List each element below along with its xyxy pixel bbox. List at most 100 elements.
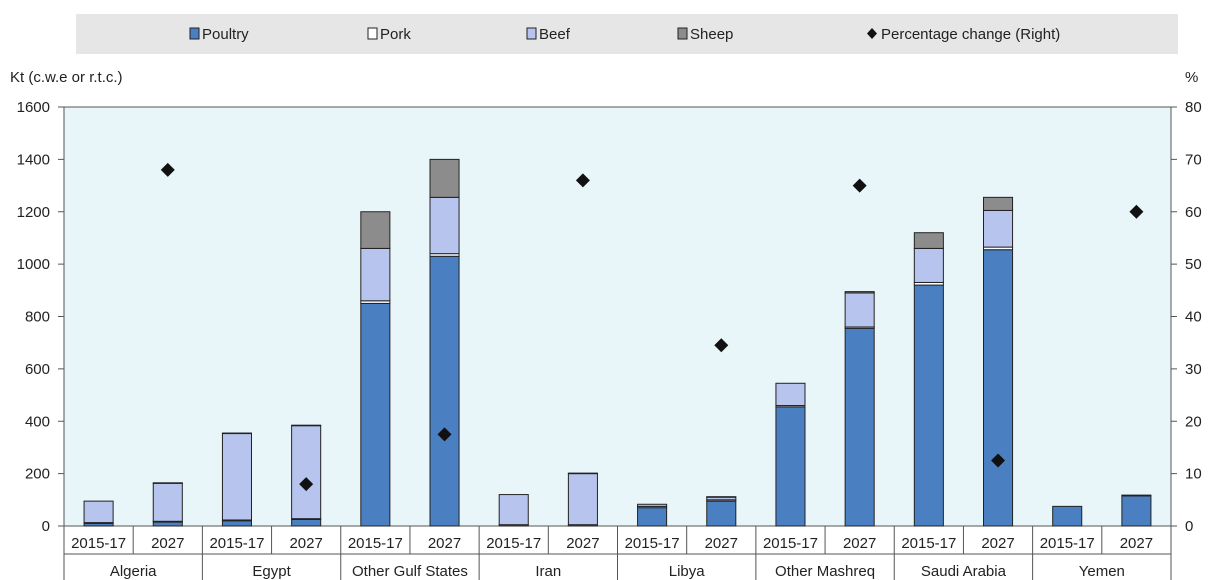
legend: Poultry Pork Beef Sheep Percentage change (R… — [189, 26, 1060, 43]
legend-label-pork: Pork — [380, 26, 411, 43]
bar-segment-poultry — [775, 406, 806, 527]
percentage-diamond — [714, 338, 729, 353]
bar-segment-beef — [360, 247, 391, 302]
right-tick-label: 10 — [1185, 466, 1202, 483]
legend-swatch-sheep — [677, 27, 688, 40]
legend-swatch-pork — [367, 27, 378, 40]
period-label: 2027 — [289, 535, 322, 552]
right-axis: 0 10 20 30 40 50 60 70 80 — [1171, 99, 1202, 535]
period-label: 2027 — [151, 535, 184, 552]
period-label: 2015-17 — [625, 535, 680, 552]
period-label: 2027 — [981, 535, 1014, 552]
percentage-diamond — [991, 453, 1006, 468]
bar-segment-beef — [913, 247, 944, 283]
bar-segment-beef — [429, 196, 460, 255]
left-axis-unit: Kt (c.w.e or r.t.c.) — [10, 69, 123, 86]
right-tick-label: 50 — [1185, 256, 1202, 273]
period-label: 2027 — [566, 535, 599, 552]
bar-segment-poultry — [291, 518, 322, 527]
category-label: Libya — [669, 563, 706, 580]
percentage-diamond — [1129, 204, 1144, 219]
bar-segment-poultry — [1052, 505, 1083, 527]
period-label: 2027 — [843, 535, 876, 552]
legend-swatch-poultry — [189, 27, 200, 40]
bar-segment-poultry — [844, 327, 875, 527]
right-tick-label: 40 — [1185, 309, 1202, 326]
bar-segment-sheep — [221, 432, 252, 435]
bar-segment-poultry — [152, 521, 183, 527]
right-tick-label: 70 — [1185, 151, 1202, 168]
legend-label-beef: Beef — [539, 26, 571, 43]
x-axis: 2015-17 2027 Algeria 2015-17 2027 Egypt 2015-1… — [63, 526, 1172, 580]
period-label: 2027 — [705, 535, 738, 552]
percentage-markers — [160, 162, 1144, 492]
bar-segment-beef — [983, 209, 1014, 248]
left-tick-label: 1400 — [17, 151, 50, 168]
category-label: Algeria — [110, 563, 157, 580]
bar-segment-beef — [152, 482, 183, 522]
bar-segment-sheep — [360, 211, 391, 249]
percentage-diamond — [437, 427, 452, 442]
bar-segment-poultry — [221, 520, 252, 527]
category-label: Yemen — [1079, 563, 1125, 580]
bar-segment-beef — [498, 494, 529, 526]
bar-segment-sheep — [706, 496, 737, 498]
left-tick-label: 1000 — [17, 256, 50, 273]
bar-segment-sheep — [844, 291, 875, 294]
period-label: 2015-17 — [348, 535, 403, 552]
bar-segment-sheep — [567, 472, 598, 475]
period-label: 2015-17 — [1040, 535, 1095, 552]
bar-segment-sheep — [913, 232, 944, 249]
left-tick-label: 1200 — [17, 204, 50, 221]
legend-label-percentage-change: Percentage change (Right) — [881, 26, 1060, 43]
right-tick-label: 20 — [1185, 413, 1202, 430]
bar-segment-sheep — [291, 424, 322, 427]
bar-segment-poultry — [1121, 495, 1152, 527]
left-tick-label: 600 — [25, 361, 50, 378]
percentage-diamond — [160, 162, 175, 177]
right-tick-label: 80 — [1185, 99, 1202, 116]
legend-swatch-beef — [526, 27, 537, 40]
left-tick-label: 200 — [25, 466, 50, 483]
bar-segment-poultry — [913, 284, 944, 527]
left-tick-label: 0 — [42, 518, 50, 535]
right-tick-label: 60 — [1185, 204, 1202, 221]
period-label: 2015-17 — [901, 535, 956, 552]
bar-segment-poultry — [983, 249, 1014, 527]
bar-segment-sheep — [429, 158, 460, 198]
right-axis-unit: % — [1185, 69, 1198, 86]
category-label: Other Gulf States — [352, 563, 468, 580]
category-label: Other Mashreq — [775, 563, 875, 580]
category-label: Iran — [535, 563, 561, 580]
period-label: 2015-17 — [486, 535, 541, 552]
bar-segment-sheep — [152, 482, 183, 484]
bar-segment-beef — [844, 292, 875, 328]
period-label: 2015-17 — [763, 535, 818, 552]
bar-segment-sheep — [983, 196, 1014, 211]
period-label: 2027 — [1120, 535, 1153, 552]
bars — [83, 158, 1152, 527]
percentage-diamond — [575, 173, 590, 188]
bar-segment-beef — [637, 503, 668, 507]
left-tick-label: 400 — [25, 413, 50, 430]
bar-segment-poultry — [637, 507, 668, 527]
bar-segment-poultry — [360, 302, 391, 527]
left-tick-label: 800 — [25, 309, 50, 326]
left-axis: 0 200 400 600 800 1000 1200 1400 1600 — [17, 99, 64, 535]
bar-segment-beef — [291, 425, 322, 520]
legend-label-sheep: Sheep — [690, 26, 733, 43]
bar-segment-beef — [567, 473, 598, 526]
bar-segment-beef — [221, 433, 252, 521]
bar-segment-poultry — [429, 255, 460, 527]
percentage-diamond — [299, 477, 314, 492]
legend-background — [76, 14, 1178, 54]
category-label: Egypt — [252, 563, 291, 580]
bar-segment-beef — [83, 500, 114, 524]
right-tick-label: 0 — [1185, 518, 1193, 535]
category-label: Saudi Arabia — [921, 563, 1007, 580]
left-tick-label: 1600 — [17, 99, 50, 116]
bar-segment-poultry — [706, 500, 737, 527]
percentage-diamond — [852, 178, 867, 193]
legend-diamond-icon — [867, 28, 877, 39]
